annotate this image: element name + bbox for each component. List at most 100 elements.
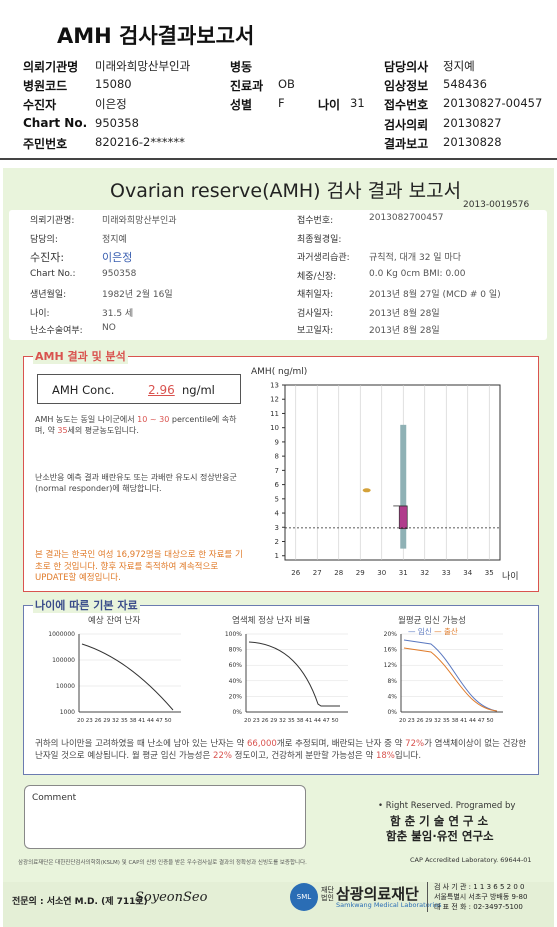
lab-name-2: 함춘 불임·유전 연구소: [386, 829, 494, 843]
y-tick-label: 8%: [387, 678, 397, 685]
x-tick-label: 35: [485, 569, 494, 577]
info-value: 미래와희망산부인과: [102, 216, 177, 226]
y-tick-label: 10000: [56, 683, 75, 690]
y-tick-label: 7: [275, 467, 279, 475]
info-label: 보고일자:: [297, 326, 334, 336]
info-label: 접수번호:: [297, 216, 334, 226]
info-value: NO: [102, 323, 116, 333]
header-value: F: [278, 96, 285, 110]
info-value: 31.5 세: [102, 309, 134, 319]
x-tick-label: 31: [399, 569, 408, 577]
y-tick-label: 12%: [384, 662, 398, 669]
info-label: 채취일자:: [297, 290, 334, 300]
x-tick-label: 26: [291, 569, 300, 577]
header-label: 진료과: [230, 79, 264, 93]
amh-conc-value: 2.96: [148, 383, 175, 397]
header-label: 나이: [318, 98, 341, 112]
whisker-range: [400, 424, 407, 549]
y-tick-label: 100000: [52, 657, 75, 664]
header-value: 820216-2******: [95, 135, 185, 149]
header-value: 미래와희망산부인과: [95, 59, 191, 73]
header-value: 20130827-00457: [443, 96, 543, 110]
foundation-name: 삼광의료재단: [336, 885, 419, 903]
info-value: 950358: [102, 269, 137, 279]
y-tick-label: 1: [275, 552, 279, 560]
info-value: 정지예: [102, 235, 127, 245]
plot-area: [284, 384, 501, 561]
header-label: 의뢰기관명: [23, 60, 79, 74]
doctor-signature: SoyeonSeo: [135, 890, 208, 905]
rights-text: • Right Reserved. Programed by: [378, 801, 516, 811]
report-title: Ovarian reserve(AMH) 검사 결과 보고서: [110, 180, 462, 202]
page-title: AMH 검사결과보고서: [57, 24, 255, 48]
y-tick-label: 0%: [387, 709, 397, 716]
patient-info-panel: [9, 210, 547, 340]
amh-conc-unit: ng/ml: [182, 383, 215, 397]
info-label: 과거생리습관:: [297, 253, 350, 263]
amh-data-note: 본 결과는 한국인 여성 16,972명을 대상으로 한 자료를 기초로 한 것…: [35, 550, 243, 583]
y-tick-label: 13: [270, 382, 279, 390]
info-label: 담당의:: [30, 235, 58, 245]
x-tick-label: 34: [463, 569, 472, 577]
info-value: 2013년 8월 28일: [369, 309, 440, 319]
header-label: 결과보고: [384, 137, 429, 151]
header-label: 접수번호: [384, 98, 429, 112]
x-tick-label: 27: [313, 569, 322, 577]
chart1-title: 예상 잔여 난자: [88, 616, 141, 626]
info-label: 생년월일:: [30, 290, 67, 300]
amh-percentile-text: AMH 농도는 동일 나이군에서 10 ~ 30 percentile에 속하며…: [35, 415, 237, 435]
header-value: OB: [278, 77, 295, 91]
header-value: 31: [350, 96, 365, 110]
y-tick-label: 60%: [229, 662, 243, 669]
header-value: 950358: [95, 116, 139, 130]
y-tick-label: 4%: [387, 693, 397, 700]
y-tick-label: 80%: [229, 647, 243, 654]
outlier-point: [362, 488, 371, 493]
header-label: 병동: [230, 60, 253, 74]
y-tick-label: 1000: [60, 709, 75, 716]
header-value: 이은정: [95, 97, 127, 111]
foundation-logo: SML: [290, 883, 318, 911]
normal-ratio-curve: [248, 641, 340, 707]
info-value: 2013년 8월 28일: [369, 326, 440, 336]
info-value: 규칙적, 대개 32 일 마다: [369, 253, 461, 263]
chart2-title: 염색체 정상 난자 비율: [232, 616, 311, 626]
info-value: 2013082700457: [369, 213, 444, 223]
x-tick-label: 29: [356, 569, 365, 577]
y-tick-label: 4: [275, 510, 280, 518]
info-label: 난소수술여부:: [30, 326, 83, 336]
comment-label: Comment: [32, 793, 77, 803]
y-tick-label: 1000000: [48, 631, 75, 638]
info-label: 검사일자:: [297, 309, 334, 319]
box-iqr: [398, 505, 408, 530]
x-tick-labels: 20 23 26 29 32 35 38 41 44 47 50: [244, 718, 339, 724]
foundation-logo-text: 재단 법인: [321, 886, 334, 902]
x-tick-label: 33: [442, 569, 451, 577]
pregnancy-curve: [403, 639, 498, 712]
info-label: Chart No.:: [30, 269, 76, 279]
header-label: 임상정보: [384, 79, 429, 93]
remaining-eggs-curve: [81, 643, 174, 711]
header-divider: [0, 158, 557, 160]
doctor-name: 전문의 : 서소연 M.D. (제 711호): [12, 897, 148, 907]
x-tick-label: 30: [377, 569, 386, 577]
header-value: 548436: [443, 77, 487, 91]
y-tick-label: 20%: [229, 693, 243, 700]
y-tick-label: 11: [270, 410, 279, 418]
x-axis-label: 나이: [502, 571, 519, 582]
info-label: 의뢰기관명:: [30, 216, 75, 226]
info-value: 2013년 8월 27일 (MCD # 0 일): [369, 290, 501, 300]
y-tick-label: 2: [275, 538, 279, 546]
header-label: 검사의뢰: [384, 118, 429, 132]
x-tick-label: 28: [334, 569, 343, 577]
amh-response-text: 난소반응 예측 결과 배란유도 또는 과배란 유도시 정상반응군 (normal…: [35, 473, 237, 493]
pregnancy-chance-chart: 20% 16% 12% 8% 4% 0%20 23 26 29 32 35 38 41 4…: [384, 631, 503, 724]
cap-text: CAP Accredited Laboratory. 69644-01: [410, 856, 532, 864]
amh-conc-label: AMH Conc.: [52, 383, 115, 397]
y-tick-label: 8: [275, 453, 279, 461]
y-tick-label: 3: [275, 524, 279, 532]
report-footer-background: [3, 882, 554, 927]
y-tick-label: 10: [270, 424, 279, 432]
info-value: 1982년 2월 16일: [102, 290, 173, 300]
